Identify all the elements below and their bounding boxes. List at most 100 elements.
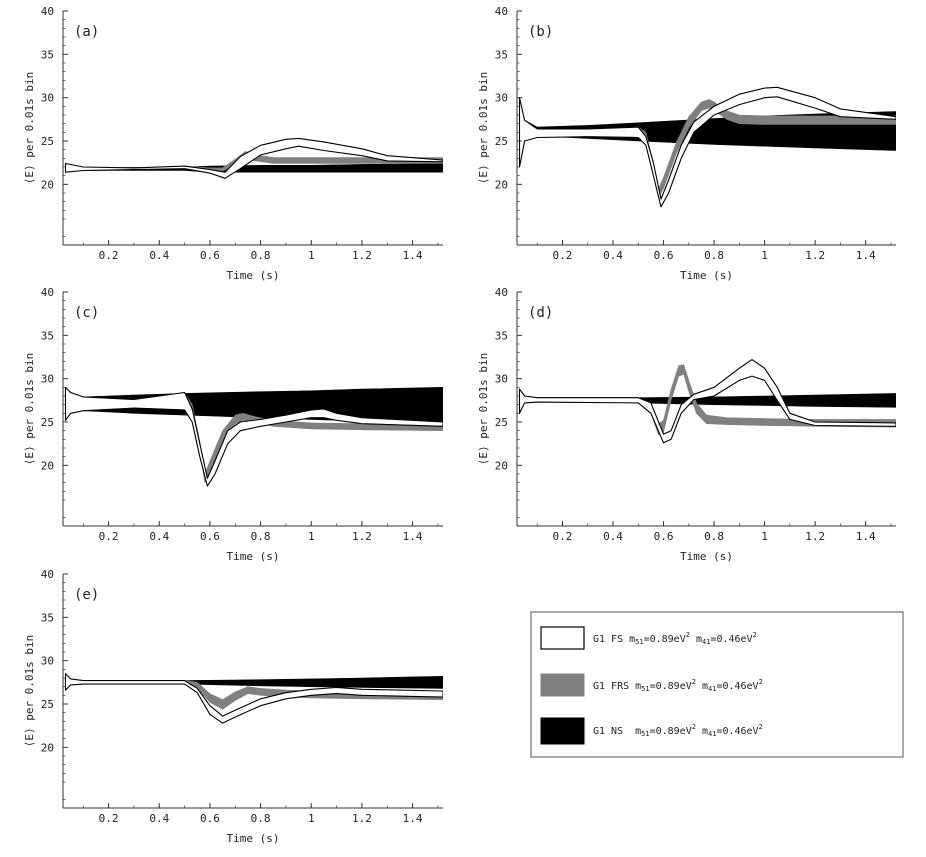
x-tick-label: 1.2 [805,530,825,543]
data-layer [518,86,896,208]
data-layer [64,137,443,179]
x-tick-label: 0.2 [99,249,119,262]
x-axis-title: Time (s) [227,832,280,845]
panel-a: 0.2 0.4 0.6 0.8 1 1.2 1.4 20 25 30 35 40 Time (s) ⟨E⟩… [23,5,443,282]
panel-b: 0.2 0.4 0.6 0.8 1 1.2 1.4 20 25 30 35 40 Time (s) ⟨E⟩… [477,5,896,282]
y-tick-label: 25 [495,135,508,148]
y-tick-label: 20 [495,178,508,191]
y-axis-title: ⟨E⟩ per 0.01s bin [23,353,36,466]
x-tick-label: 1.2 [352,530,372,543]
x-tick-label: 0.4 [603,530,623,543]
y-tick-label: 40 [495,5,508,18]
legend-entry-frs: G1 FRS m51=0.89eV2 m41=0.46eV2 [593,678,763,693]
y-tick-label: 30 [41,373,54,386]
x-tick-label: 0.2 [99,530,119,543]
data-layer [518,359,896,444]
panel-d: 0.2 0.4 0.6 0.8 1 1.2 1.4 20 25 30 35 40 Time (s) ⟨E⟩… [477,286,896,563]
y-axis-title: ⟨E⟩ per 0.01s bin [23,635,36,748]
x-tick-label: 0.8 [251,812,271,825]
x-tick-label: 0.6 [200,249,220,262]
x-tick-label: 1 [308,530,315,543]
x-tick-label: 0.8 [251,530,271,543]
series-band-g1-fs [64,673,443,724]
x-axis-title: Time (s) [680,550,733,563]
series-band-g1-fs [518,359,896,444]
series-band-g1-ns [65,163,443,173]
x-tick-label: 1.4 [403,812,423,825]
x-tick-label: 1 [761,530,768,543]
x-axis-title: Time (s) [227,269,280,282]
panel-label: (c) [74,305,99,321]
y-tick-label: 20 [41,459,54,472]
x-tick-label: 1.2 [352,249,372,262]
x-tick-label: 1.4 [403,530,423,543]
panels: 0.2 0.4 0.6 0.8 1 1.2 1.4 20 25 30 35 40 Time (s) ⟨E⟩… [23,5,896,845]
y-tick-label: 20 [41,178,54,191]
y-tick-label: 30 [41,92,54,105]
x-tick-label: 0.6 [200,812,220,825]
x-tick-label: 1.4 [856,530,876,543]
x-tick-label: 0.6 [654,249,674,262]
x-tick-label: 1 [308,249,315,262]
panel-label: (d) [528,305,553,321]
legend-swatch-frs [540,673,585,697]
legend-entry-ns: G1 NS m51=0.89eV2 m41=0.46eV2 [593,723,763,738]
data-layer [64,673,443,724]
x-tick-label: 1 [308,812,315,825]
y-tick-label: 30 [41,655,54,668]
y-tick-label: 25 [41,135,54,148]
x-tick-label: 0.4 [149,249,169,262]
y-tick-label: 35 [495,48,508,61]
x-tick-label: 0.2 [553,249,573,262]
x-tick-label: 0.2 [99,812,119,825]
plot-area [517,292,896,526]
legend-swatch-fs [540,626,585,650]
legend-swatch-ns [540,717,585,745]
x-tick-label: 0.8 [704,249,724,262]
y-tick-label: 40 [41,286,54,299]
x-tick-label: 1.2 [805,249,825,262]
legend: G1 FS m51=0.89eV2 m41=0.46eV2 G1 FRS m51=0.… [530,611,904,758]
x-axis-title: Time (s) [680,269,733,282]
y-tick-label: 20 [41,741,54,754]
y-tick-label: 35 [41,48,54,61]
y-tick-label: 30 [495,373,508,386]
series-band-g1-fs [64,386,443,487]
x-axis-title: Time (s) [227,550,280,563]
plot-area [63,11,443,245]
panel-label: (a) [74,24,99,40]
y-tick-label: 25 [41,698,54,711]
panel-label: (b) [528,24,553,40]
legend-entry-fs: G1 FS m51=0.89eV2 m41=0.46eV2 [593,631,757,646]
series-band-g1-fs [518,86,896,208]
x-tick-label: 0.8 [251,249,271,262]
series-band-g1-fs [64,137,443,179]
y-axis-title: ⟨E⟩ per 0.01s bin [477,72,490,185]
panel-label: (e) [74,587,99,603]
legend-frame [530,611,904,758]
panel-e: 0.2 0.4 0.6 0.8 1 1.2 1.4 20 25 30 35 40 Time (s) ⟨E⟩… [23,568,443,845]
x-tick-label: 0.2 [553,530,573,543]
x-tick-label: 0.4 [603,249,623,262]
y-tick-label: 30 [495,92,508,105]
y-tick-label: 35 [41,611,54,624]
x-tick-label: 0.8 [704,530,724,543]
y-tick-label: 35 [41,329,54,342]
x-tick-label: 0.4 [149,530,169,543]
data-layer [64,386,443,487]
x-tick-label: 1.4 [403,249,423,262]
y-tick-label: 25 [41,416,54,429]
y-tick-label: 40 [495,286,508,299]
y-tick-label: 40 [41,568,54,581]
x-tick-label: 1 [761,249,768,262]
y-tick-label: 40 [41,5,54,18]
x-tick-label: 0.4 [149,812,169,825]
y-axis-title: ⟨E⟩ per 0.01s bin [23,72,36,185]
y-tick-label: 20 [495,459,508,472]
x-tick-label: 0.6 [200,530,220,543]
x-tick-label: 1.2 [352,812,372,825]
x-tick-label: 1.4 [856,249,876,262]
y-axis-title: ⟨E⟩ per 0.01s bin [477,353,490,466]
panel-c: 0.2 0.4 0.6 0.8 1 1.2 1.4 20 25 30 35 40 Time (s) ⟨E⟩… [23,286,443,563]
